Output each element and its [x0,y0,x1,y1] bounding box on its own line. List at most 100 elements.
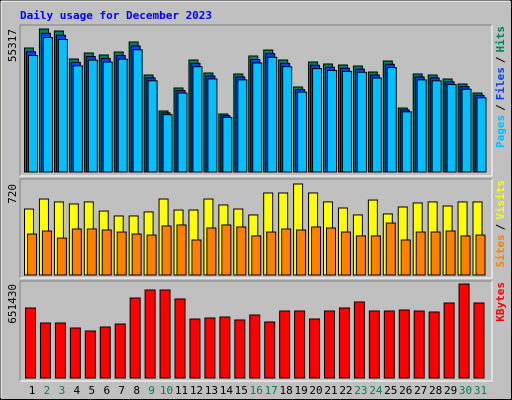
panel-edge [19,178,492,278]
bar [383,310,395,379]
legend: Sites / Visits [494,180,507,268]
bar [476,97,487,173]
bar [326,227,336,276]
bar [116,231,127,276]
x-tick-label: 25 [384,384,397,397]
x-tick-label: 10 [160,384,173,397]
bar [368,310,380,379]
bar [146,234,157,276]
legend-separator: / [494,56,507,63]
bar [327,69,337,173]
bar [355,235,366,276]
bar [251,235,262,276]
x-tick-label: 5 [88,384,95,397]
bar [430,231,441,276]
bar [206,227,217,276]
bar [86,228,97,276]
bar [234,319,246,379]
bar [353,301,365,379]
bar [207,78,218,173]
x-tick-label: 23 [354,384,367,397]
x-tick-label: 8 [133,384,140,397]
x-tick-label: 7 [118,384,125,397]
y-tick-label: 720 [6,184,19,204]
panel-edge [20,25,493,177]
bar [340,231,351,276]
bar [147,80,158,173]
bar [413,310,425,379]
bar [87,59,98,173]
bar [42,37,53,173]
chart-title: Daily usage for December 2023 [20,9,212,22]
bar [311,226,322,276]
bar [264,321,276,379]
bar [297,91,308,173]
panel-edge [19,24,492,176]
bar [84,330,96,379]
x-tick-label: 24 [369,384,383,397]
bar [161,225,172,276]
x-tick-label: 22 [339,384,352,397]
bar [281,228,292,276]
bar [144,289,156,379]
bar [69,327,81,379]
x-tick-label: 16 [250,384,263,397]
legend: KBytes [494,282,507,322]
x-tick-label: 17 [265,384,278,397]
legend-entry: Hits [494,26,507,53]
bar [356,71,367,173]
bar [443,302,455,379]
bar [401,111,412,173]
bar [72,65,83,173]
bar [296,229,307,276]
x-tick-label: 30 [459,384,472,397]
bar [71,228,82,276]
bar [294,310,306,379]
x-tick-label: 29 [444,384,457,397]
bar [428,311,440,379]
bar [279,310,291,379]
bar [27,233,37,276]
bar [162,114,173,173]
bar [249,314,261,379]
panel-edge [20,179,493,279]
legend-entry: Pages [494,115,507,148]
bar [159,289,171,379]
bar [266,231,277,276]
x-tick-label: 6 [103,384,110,397]
bar [386,67,397,173]
y-tick-label: 651430 [6,284,19,324]
bar [385,222,396,276]
x-tick-label: 2 [44,384,51,397]
legend-entry: Sites [494,234,507,267]
x-tick-label: 9 [148,384,155,397]
bar [473,302,485,379]
x-tick-label: 15 [235,384,248,397]
bar [458,283,470,379]
bar [370,235,381,276]
x-tick-label: 12 [190,384,203,397]
bar [461,88,472,173]
x-tick-label: 14 [220,384,234,397]
x-tick-label: 13 [205,384,218,397]
x-tick-label: 26 [399,384,412,397]
bar [431,80,442,173]
bar [54,322,66,379]
bar [267,56,278,173]
bar [176,224,187,276]
bar [221,224,232,276]
bar [338,307,350,379]
x-tick-label: 31 [474,384,487,397]
bar [177,92,188,173]
bar [312,68,323,173]
legend-separator: / [494,104,507,111]
legend-entry: Visits [494,180,507,220]
bar [57,38,68,173]
bar [192,66,203,173]
bar [445,230,456,276]
bar [117,58,128,173]
bar [236,226,247,276]
bar [237,79,248,173]
bar [129,297,141,379]
x-tick-label: 28 [429,384,442,397]
